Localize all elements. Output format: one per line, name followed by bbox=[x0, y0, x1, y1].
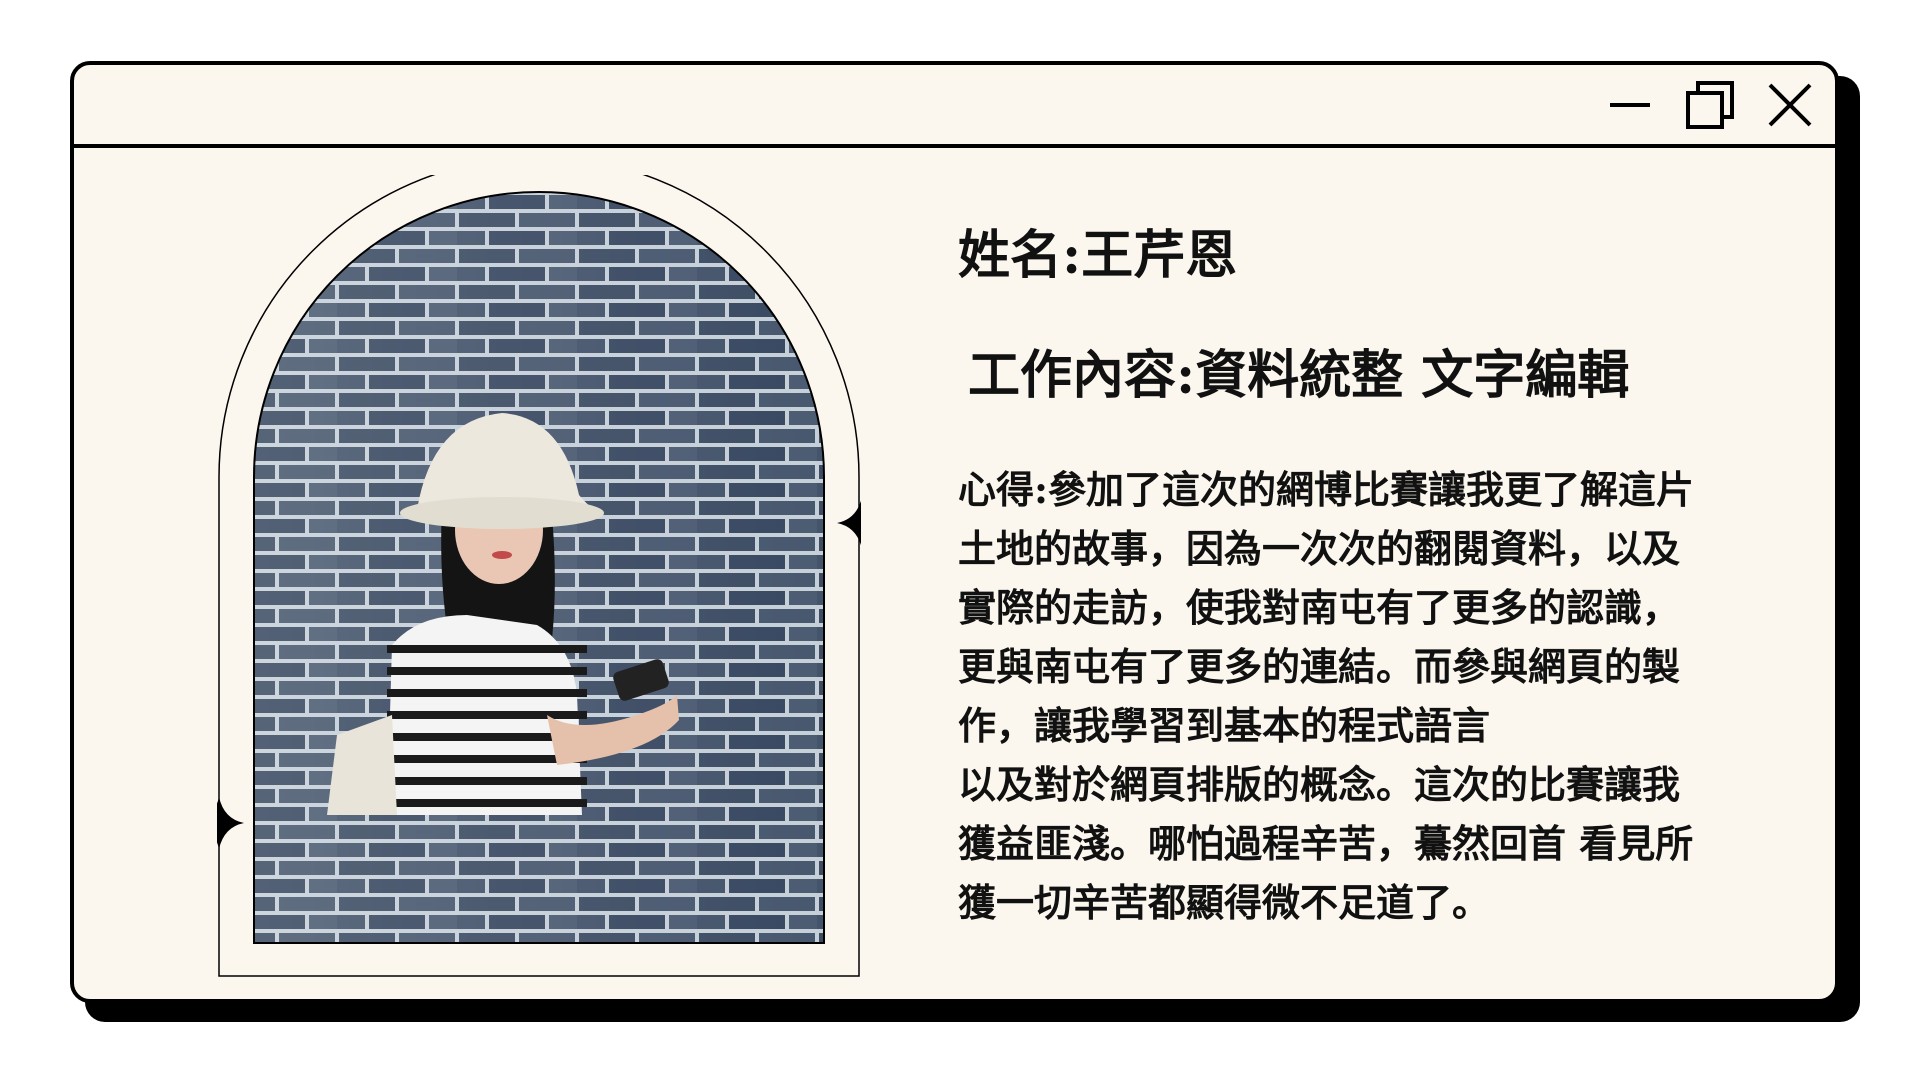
reflection-line: 作，讓我學習到基本的程式語言 bbox=[958, 702, 1491, 748]
work-line: 工作內容:資料統整 文字編輯 bbox=[968, 345, 1798, 407]
work-value: 資料統整 文字編輯 bbox=[1195, 345, 1630, 407]
reflection-line: 土地的故事，因為一次次的翻閱資料，以及 bbox=[958, 525, 1681, 571]
reflection-line: 心得:參加了這次的網博比賽讓我更了解這片 bbox=[958, 466, 1695, 512]
title-bar bbox=[74, 65, 1835, 148]
minimize-icon bbox=[1610, 103, 1650, 107]
reflection-line: 以及對於網頁排版的概念。這次的比賽讓我 bbox=[958, 761, 1681, 807]
photo-frame bbox=[217, 175, 861, 978]
sparkle-icon bbox=[837, 500, 861, 546]
work-label: 工作內容: bbox=[968, 345, 1196, 407]
maximize-button[interactable] bbox=[1684, 79, 1736, 131]
reflection-line: 獲益匪淺。哪怕過程辛苦，驀然回首 看見所 bbox=[958, 820, 1694, 866]
minimize-button[interactable] bbox=[1604, 79, 1656, 131]
close-button[interactable] bbox=[1764, 79, 1816, 131]
sparkle-icon bbox=[217, 797, 244, 849]
name-value: 王芹恩 bbox=[1081, 225, 1238, 286]
reflection-line: 更與南屯有了更多的連結。而參與網頁的製 bbox=[958, 643, 1681, 689]
maximize-icon bbox=[1686, 81, 1734, 129]
reflection-text: 心得:參加了這次的網博比賽讓我更了解這片 土地的故事，因為一次次的翻閱資料，以及… bbox=[958, 460, 1798, 932]
profile-content: 姓名:王芹恩 工作內容:資料統整 文字編輯 心得:參加了這次的網博比賽讓我更了解… bbox=[958, 225, 1798, 932]
close-icon bbox=[1768, 83, 1812, 127]
name-label: 姓名: bbox=[958, 225, 1082, 286]
reflection-line: 獲一切辛苦都顯得微不足道了。 bbox=[958, 879, 1491, 925]
name-line: 姓名:王芹恩 bbox=[958, 225, 1798, 287]
person-figure bbox=[327, 413, 679, 815]
reflection-line: 實際的走訪，使我對南屯有了更多的認識， bbox=[958, 584, 1681, 630]
arch-photo bbox=[217, 175, 861, 977]
